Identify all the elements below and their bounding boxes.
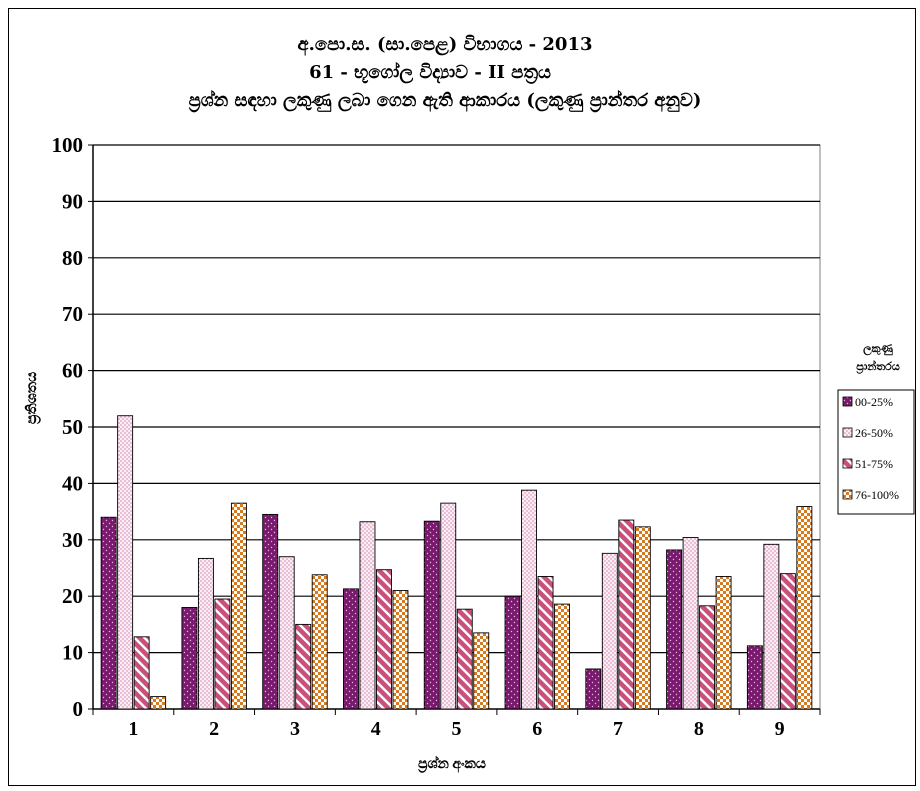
chart-frame <box>8 8 916 786</box>
bar-26-50%-q9 <box>763 543 780 710</box>
x-tick-label: 8 <box>694 718 704 740</box>
bar-26-50%-q3 <box>278 556 295 710</box>
y-tick-label: 50 <box>62 415 83 439</box>
bar-51-75%-q5 <box>456 608 473 710</box>
chart-title: අ.පො.ස. (සා.පෙළ) විභාගය - 2013 61 - භූගෝ… <box>189 34 702 112</box>
x-tick-label: 1 <box>128 718 138 740</box>
legend-swatch <box>842 427 853 438</box>
x-tick-label: 2 <box>209 718 219 740</box>
title-line-1: අ.පො.ස. (සා.පෙළ) විභාගය - 2013 <box>297 34 592 56</box>
legend-swatch <box>842 396 853 407</box>
bar-76-100%-q7 <box>634 526 651 710</box>
x-tick-label: 4 <box>371 718 381 740</box>
x-axis-ticks: 1 2 3 4 5 6 7 8 9 <box>92 709 821 740</box>
y-tick-label: 60 <box>62 359 83 383</box>
bars <box>100 415 813 710</box>
y-tick-label: 100 <box>52 133 84 157</box>
legend-label: 00-25% <box>855 395 893 409</box>
title-line-2: 61 - භූගෝල විද්‍යාව - II පත්‍රය <box>309 61 551 84</box>
legend-title-line-1: ලකුණු <box>863 342 893 357</box>
x-tick-label: 6 <box>532 718 542 740</box>
legend-label: 51-75% <box>855 457 893 471</box>
bar-76-100%-q1 <box>150 696 167 710</box>
x-tick-label: 9 <box>775 718 785 740</box>
y-axis-ticks: 0 10 20 30 40 50 60 70 80 90 100 <box>52 133 820 721</box>
y-tick-label: 40 <box>62 471 83 495</box>
x-tick-label: 3 <box>290 718 300 740</box>
bar-51-75%-q1 <box>133 636 150 710</box>
bar-00-25%-q1 <box>100 516 117 710</box>
bar-00-25%-q9 <box>746 645 763 710</box>
bar-26-50%-q5 <box>440 502 457 710</box>
x-tick-label: 7 <box>613 718 623 740</box>
y-tick-label: 90 <box>62 189 83 213</box>
bar-76-100%-q3 <box>311 574 328 710</box>
x-axis-label: ප්‍රශ්න අංකය <box>417 755 486 774</box>
bar-51-75%-q3 <box>295 623 312 710</box>
bar-00-25%-q7 <box>585 668 602 710</box>
bar-00-25%-q6 <box>504 595 521 710</box>
bar-00-25%-q8 <box>666 549 683 710</box>
bar-76-100%-q6 <box>554 603 570 710</box>
legend-label: 76-100% <box>855 488 899 502</box>
x-tick-label: 5 <box>452 718 462 740</box>
bar-26-50%-q2 <box>197 557 214 710</box>
y-tick-label: 70 <box>62 302 83 326</box>
bar-76-100%-q2 <box>230 502 247 710</box>
y-axis-label: ප්‍රතිශතය <box>24 372 42 425</box>
y-tick-label: 10 <box>62 641 83 665</box>
bar-00-25%-q5 <box>423 520 440 710</box>
bar-51-75%-q7 <box>618 519 635 710</box>
plot-area <box>92 144 821 710</box>
bar-26-50%-q4 <box>359 521 376 710</box>
legend-title-line-2: ප්‍රාන්තරය <box>856 359 900 375</box>
bar-51-75%-q6 <box>537 576 554 710</box>
bar-51-75%-q8 <box>699 605 716 710</box>
bar-00-25%-q4 <box>343 588 359 710</box>
bar-00-25%-q2 <box>181 607 198 710</box>
bar-51-75%-q9 <box>779 573 796 710</box>
bar-26-50%-q6 <box>521 489 537 710</box>
legend-swatch <box>842 458 853 469</box>
bar-51-75%-q4 <box>376 569 392 710</box>
bar-76-100%-q4 <box>392 590 409 710</box>
legend: ලකුණු ප්‍රාන්තරය 00-25% 26-50% 51-75% 76-10… <box>837 342 915 515</box>
bar-76-100%-q8 <box>715 576 732 710</box>
bar-00-25%-q3 <box>262 513 279 710</box>
bar-76-100%-q9 <box>796 506 813 710</box>
bar-26-50%-q7 <box>601 552 618 710</box>
title-line-3: ප්‍රශ්න සඳහා ලකුණු ලබා ගෙන ඇති ආකාරය (ලක… <box>189 89 702 113</box>
y-tick-label: 30 <box>62 528 83 552</box>
y-tick-label: 80 <box>62 246 83 270</box>
legend-swatch <box>842 489 853 500</box>
bar-51-75%-q2 <box>214 598 231 710</box>
bar-26-50%-q1 <box>117 415 134 710</box>
bar-26-50%-q8 <box>682 537 699 710</box>
bar-76-100%-q5 <box>473 632 490 710</box>
y-tick-label: 0 <box>73 697 84 721</box>
legend-label: 26-50% <box>855 426 893 440</box>
y-tick-label: 20 <box>62 584 83 608</box>
